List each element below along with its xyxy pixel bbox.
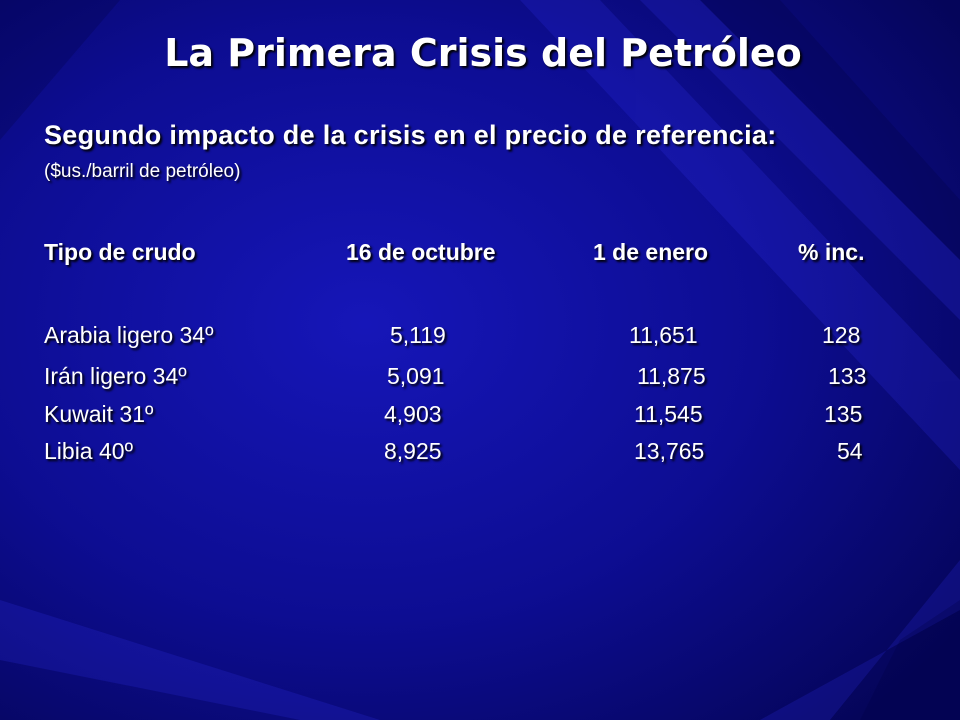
table-cell-january: 11,545 — [634, 401, 703, 427]
table-cell-increase: 54 — [837, 438, 863, 464]
slide-subtitle: Segundo impacto de la crisis en el preci… — [44, 120, 777, 150]
table-cell-crude-type: Libia 40º — [44, 438, 133, 464]
table-header-crude-type: Tipo de crudo — [44, 239, 196, 265]
table-cell-october: 5,119 — [390, 322, 446, 348]
table-cell-increase: 128 — [822, 322, 861, 348]
table-cell-crude-type: Kuwait 31º — [44, 401, 154, 427]
table-cell-crude-type: Arabia ligero 34º — [44, 322, 214, 348]
table-cell-october: 4,903 — [384, 401, 442, 427]
table-cell-crude-type: Irán ligero 34º — [44, 363, 187, 389]
table-header-increase: % inc. — [798, 239, 865, 265]
table-cell-increase: 133 — [828, 363, 867, 389]
table-cell-january: 13,765 — [634, 438, 705, 464]
slide-title: La Primera Crisis del Petróleo — [164, 31, 802, 75]
table-cell-october: 5,091 — [387, 363, 445, 389]
table-cell-january: 11,651 — [629, 322, 698, 348]
table-cell-october: 8,925 — [384, 438, 442, 464]
table-header-october: 16 de octubre — [346, 239, 496, 265]
table-cell-january: 11,875 — [637, 363, 706, 389]
unit-note: ($us./barril de petróleo) — [44, 161, 241, 182]
table-header-january: 1 de enero — [593, 239, 709, 265]
table-cell-increase: 135 — [824, 401, 863, 427]
